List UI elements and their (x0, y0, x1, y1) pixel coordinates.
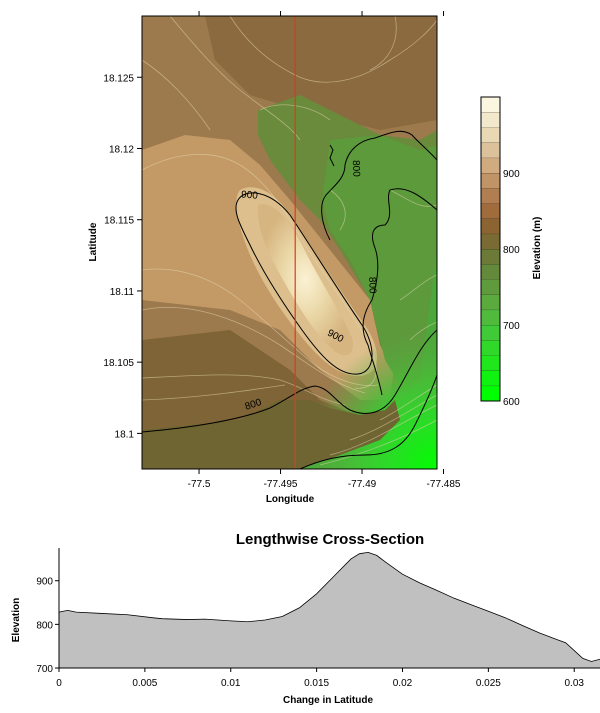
colorbar-swatch (481, 309, 500, 325)
map-y-tick-label: 18.12 (109, 144, 134, 155)
colorbar-swatch (481, 188, 500, 204)
green-mid-slope (322, 135, 437, 385)
cross-section-y-axis: 700 800 900 (36, 577, 59, 675)
colorbar-frame (480, 96, 501, 402)
map-frame (141, 15, 438, 470)
cross-section-x-tick-label: 0.02 (393, 678, 413, 689)
colorbar-label: Elevation (m) (532, 217, 543, 280)
bottom-brown-strip (142, 400, 400, 469)
colorbar-swatch (481, 157, 500, 173)
colorbar-swatch (481, 127, 500, 143)
cross-section-x-axis-title: Change in Latitude (283, 695, 373, 706)
contour-800-spur (329, 144, 335, 167)
ridge-core (257, 204, 354, 356)
cross-section-plot-area (58, 548, 600, 669)
map-y-tick-label: 18.125 (103, 73, 134, 84)
map-y-tick-label: 18.105 (103, 358, 134, 369)
cross-section-area (59, 552, 600, 668)
contour-label: 800 (244, 397, 264, 413)
contour-label: 900 (241, 189, 259, 201)
contour-800-south (299, 374, 437, 469)
contour-label: 800 (350, 160, 362, 177)
map-x-tick-label: -77.49 (348, 479, 377, 490)
upper-brown-region (205, 16, 437, 130)
cross-section-x-tick-label: 0.025 (476, 678, 501, 689)
map-x-tick-label: -77.5 (188, 479, 211, 490)
cross-section-profile-line (58, 551, 600, 662)
cross-section-title: Lengthwise Cross-Section (236, 531, 424, 548)
contour-800-north (321, 130, 437, 241)
colorbar-swatch (481, 385, 500, 401)
colorbar-swatch (481, 112, 500, 128)
map-y-tick-label: 18.115 (104, 216, 134, 227)
colorbar-swatch (481, 218, 500, 234)
cross-section-x-tick-label: 0 (56, 678, 62, 689)
colorbar-swatch (481, 294, 500, 310)
colorbar-swatch (481, 279, 500, 295)
colorbar-swatch (481, 233, 500, 249)
cross-section-x-tick-label: 0.005 (132, 678, 157, 689)
map-x-axis: -77.5 -77.495 -77.49 -77.485 (188, 11, 461, 490)
colorbar-tick-label: 900 (503, 169, 520, 180)
contour-800-east (362, 188, 437, 396)
colorbar: 600 700 800 900 (480, 96, 520, 408)
colorbar-tick-label: 700 (503, 321, 520, 332)
cross-section-x-axis: 0 0.005 0.01 0.015 0.02 0.025 0.03 (56, 668, 584, 689)
colorbar-swatch (481, 249, 500, 265)
map-x-tick-label: -77.495 (264, 479, 298, 490)
contour-900 (235, 192, 373, 375)
colorbar-swatch (481, 340, 500, 356)
cross-section-x-tick-label: 0.015 (304, 678, 329, 689)
map-x-tick-label: -77.485 (427, 479, 461, 490)
colorbar-swatch (481, 203, 500, 219)
colorbar-swatch (481, 97, 500, 113)
map-y-tick-label: 18.11 (110, 287, 135, 298)
map-y-axis-title: Latitude (88, 222, 99, 261)
colorbar-swatch (481, 355, 500, 371)
cross-section-x-tick-label: 0.03 (565, 678, 585, 689)
elevation-contour-map: 900 900 800 800 800 -77.5 -77.495 -77.49 -77.48… (88, 11, 543, 505)
map-y-axis: 18.1 18.105 18.11 18.115 18.12 18.125 (103, 73, 142, 440)
cross-section-y-tick-label: 700 (36, 664, 53, 675)
cross-section-x-tick-label: 0.01 (221, 678, 241, 689)
cross-section-y-tick-label: 900 (36, 577, 53, 588)
cross-section-y-tick-label: 800 (36, 620, 53, 631)
cross-section-chart: Lengthwise Cross-Section 0 0.005 0.01 0.015… (11, 531, 600, 706)
map-y-tick-label: 18.1 (115, 429, 135, 440)
colorbar-swatch (481, 370, 500, 386)
colorbar-swatch (481, 142, 500, 158)
colorbar-swatch (481, 325, 500, 341)
minor-contours (142, 16, 437, 466)
contour-label: 800 (366, 277, 378, 294)
map-x-axis-title: Longitude (266, 494, 315, 505)
colorbar-tick-label: 600 (503, 397, 520, 408)
major-contours (142, 130, 437, 469)
cross-section-y-axis-title: Elevation (11, 598, 22, 642)
colorbar-swatch (481, 173, 500, 189)
contour-800 (142, 329, 437, 433)
colorbar-tick-label: 800 (503, 245, 520, 256)
colorbar-swatch (481, 264, 500, 280)
